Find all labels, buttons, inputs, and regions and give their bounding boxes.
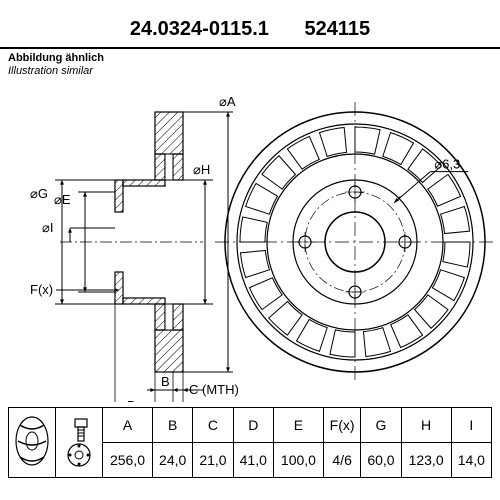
bolt-icon (59, 413, 99, 469)
svg-text:⌀A: ⌀A (219, 94, 236, 109)
val-E: 100,0 (273, 443, 323, 478)
col-E: E (273, 408, 323, 443)
col-D: D (233, 408, 273, 443)
val-D: 41,0 (233, 443, 273, 478)
part-number-1: 24.0324-0115.1 (130, 18, 269, 40)
val-F(x): 4/6 (323, 443, 360, 478)
svg-text:B: B (161, 374, 170, 389)
col-I: I (451, 408, 491, 443)
col-F(x): F(x) (323, 408, 360, 443)
rotor-icon-cell (9, 408, 56, 478)
val-G: 60,0 (361, 443, 401, 478)
svg-text:D: D (127, 398, 136, 402)
col-G: G (361, 408, 401, 443)
val-A: 256,0 (103, 443, 153, 478)
svg-text:C (MTH): C (MTH) (189, 382, 239, 397)
svg-text:⌀G: ⌀G (30, 186, 48, 201)
val-I: 14,0 (451, 443, 491, 478)
col-A: A (103, 408, 153, 443)
header-bar: 24.0324-0115.1 524115 (0, 18, 500, 49)
bolt-icon-cell (56, 408, 103, 478)
technical-drawing: ⌀I ⌀G ⌀E F(x) ⌀A ⌀H B D C (MTH) ⌀6,3 (0, 52, 500, 402)
svg-text:⌀H: ⌀H (193, 162, 210, 177)
col-B: B (153, 408, 193, 443)
rotor-icon (12, 413, 52, 469)
col-H: H (401, 408, 451, 443)
val-H: 123,0 (401, 443, 451, 478)
col-C: C (193, 408, 233, 443)
svg-text:⌀6,3: ⌀6,3 (434, 157, 460, 172)
val-C: 21,0 (193, 443, 233, 478)
svg-text:⌀I: ⌀I (42, 220, 53, 235)
svg-text:⌀E: ⌀E (54, 192, 71, 207)
svg-text:F(x): F(x) (30, 282, 53, 297)
dimension-table: ABCDEF(x)GHI 256,024,021,041,0100,04/660… (8, 407, 492, 478)
part-number-2: 524115 (304, 18, 370, 40)
val-B: 24,0 (153, 443, 193, 478)
